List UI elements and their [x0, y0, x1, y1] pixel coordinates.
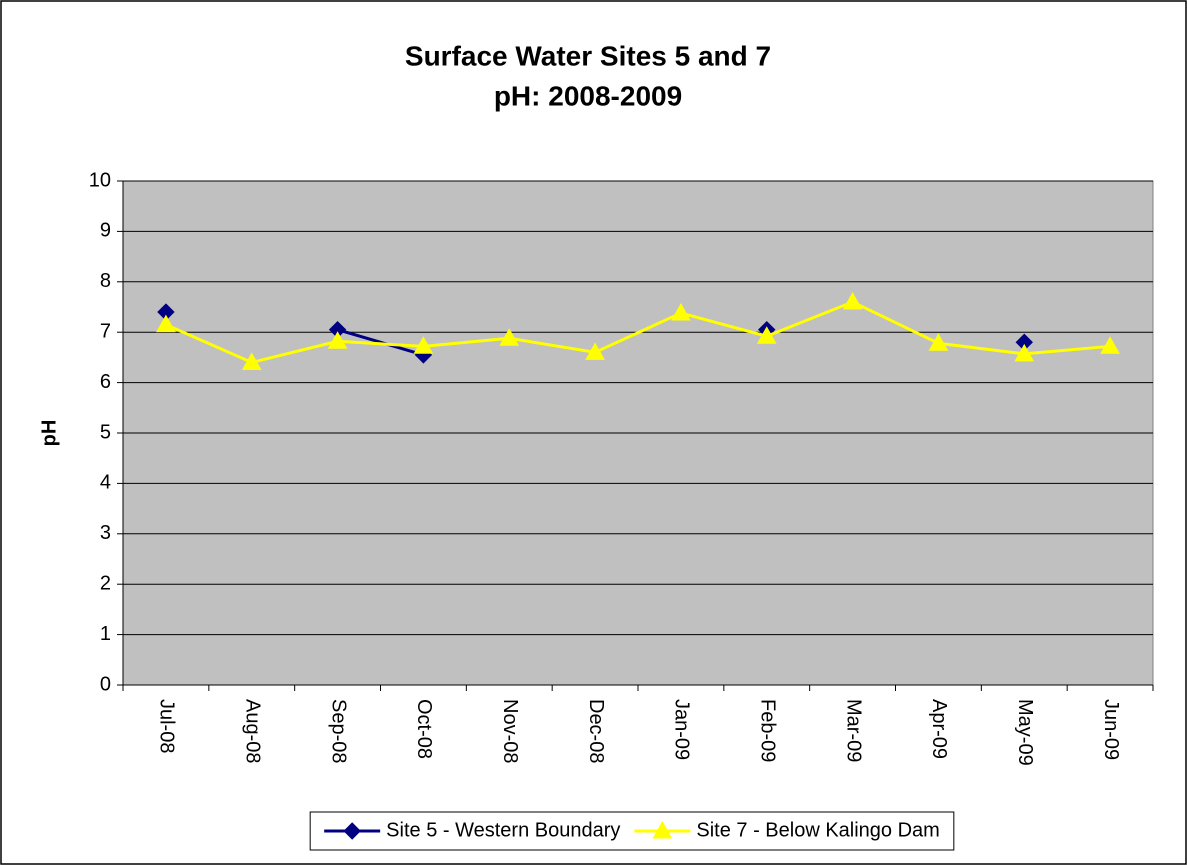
data-point — [585, 342, 605, 360]
x-tick-label: Feb-09 — [756, 699, 778, 762]
data-point — [327, 331, 348, 349]
data-point — [756, 326, 777, 344]
data-point — [671, 303, 691, 321]
y-tick-label: 9 — [100, 220, 111, 242]
x-tick-label: Apr-09 — [928, 699, 950, 759]
y-tick-label: 4 — [100, 472, 111, 494]
x-tick-label: Sep-08 — [327, 699, 349, 764]
legend-marker — [343, 822, 361, 840]
data-point — [928, 333, 949, 351]
y-tick-label: 1 — [100, 623, 111, 645]
x-tick-label: Aug-08 — [241, 699, 263, 764]
y-axis-label: pH — [38, 420, 60, 447]
x-tick-label: Jan-09 — [671, 699, 693, 760]
legend-label: Site 7 - Below Kalingo Dam — [696, 819, 939, 841]
x-tick-label: Jun-09 — [1100, 699, 1122, 760]
data-point — [842, 291, 863, 310]
y-tick-label: 8 — [100, 270, 111, 292]
x-tick-label: Jul-08 — [156, 699, 178, 753]
data-point — [156, 314, 176, 333]
legend: Site 5 - Western Boundary Site 7 - Below … — [309, 811, 955, 851]
x-tick-label: Dec-08 — [585, 699, 607, 763]
legend-box — [309, 811, 955, 851]
data-point — [1014, 343, 1035, 362]
x-tick-label: May-09 — [1014, 699, 1036, 766]
data-point — [499, 328, 520, 346]
legend-marker — [652, 820, 673, 839]
chart-title: Surface Water Sites 5 and 7 — [405, 40, 771, 71]
series-line — [165, 300, 1111, 365]
data-point — [1100, 336, 1120, 354]
x-tick-label: Nov-08 — [499, 699, 521, 763]
y-tick-label: 10 — [89, 169, 111, 191]
data-point — [413, 336, 434, 354]
chart-subtitle: pH: 2008-2009 — [494, 80, 682, 111]
y-tick-label: 0 — [100, 673, 111, 695]
x-tick-label: Mar-09 — [842, 699, 864, 762]
y-tick-label: 3 — [100, 522, 111, 544]
legend-label: Site 5 - Western Boundary — [386, 819, 620, 841]
y-tick-label: 2 — [100, 572, 111, 594]
y-tick-label: 5 — [100, 421, 111, 443]
y-tick-label: 7 — [100, 320, 111, 342]
x-tick-label: Oct-08 — [413, 699, 435, 759]
data-point — [241, 352, 262, 370]
y-tick-label: 6 — [100, 371, 111, 393]
